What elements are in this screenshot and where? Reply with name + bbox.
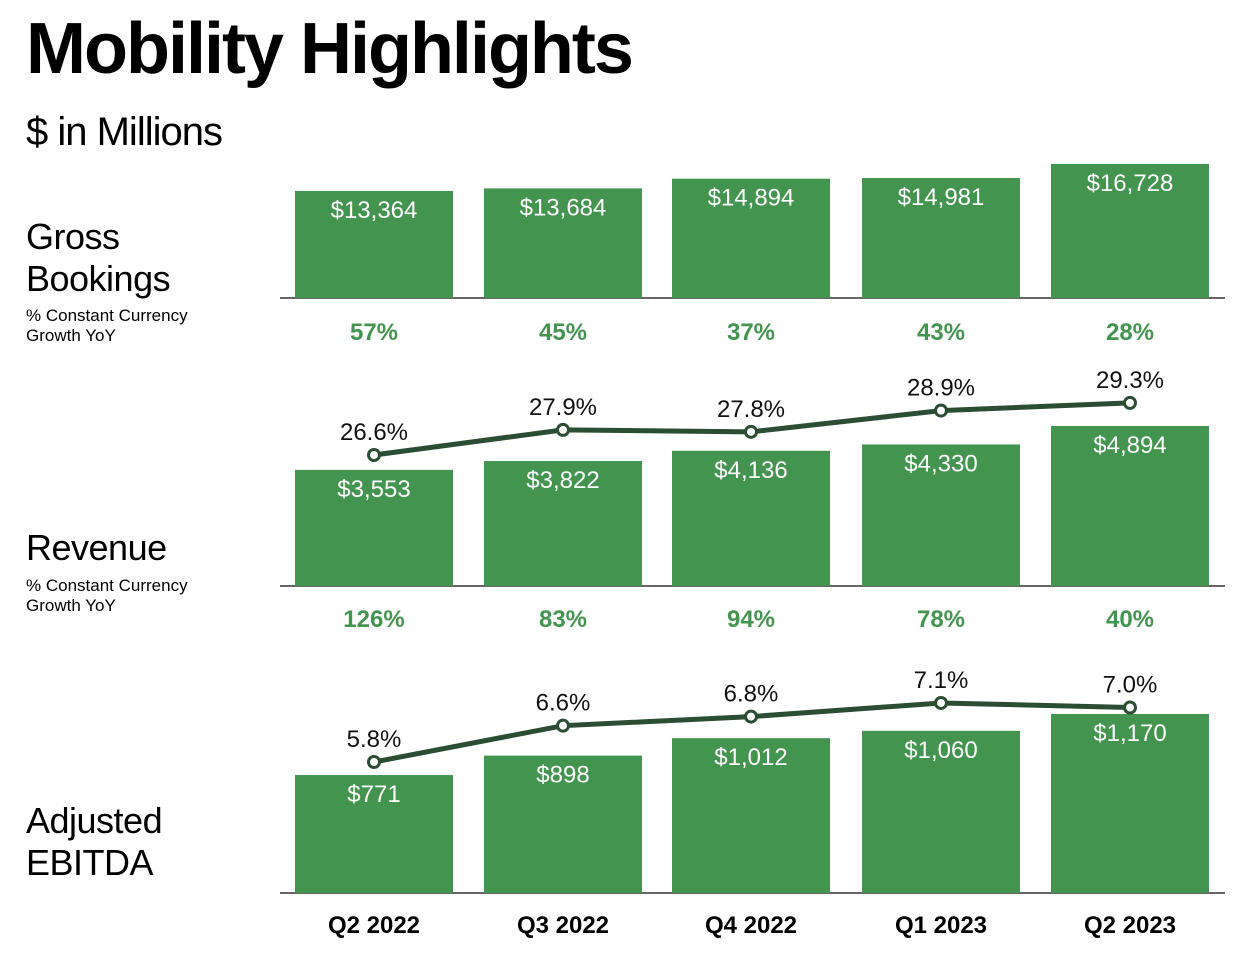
adjusted-ebitda-label: Adjusted EBITDA [26, 800, 163, 883]
bar [1051, 164, 1209, 298]
growth-label: 126% [343, 606, 404, 633]
margin-point [367, 448, 381, 462]
margin-label: 5.8% [347, 726, 402, 753]
margin-point [556, 718, 570, 733]
bar-value-label: $1,060 [904, 737, 977, 764]
gross-bookings-label: Gross Bookings [26, 216, 171, 299]
margin-label: 26.6% [340, 419, 408, 446]
bar-value-label: $4,136 [714, 457, 787, 484]
bar [295, 469, 453, 586]
margin-point [934, 695, 948, 710]
bar-value-label: $16,728 [1087, 170, 1174, 197]
growth-label: 28% [1106, 319, 1154, 346]
margin-label: 7.0% [1103, 672, 1158, 699]
bar-value-label: $771 [347, 781, 400, 808]
bar [1051, 426, 1209, 586]
margin-point [744, 709, 758, 724]
bar-value-label: $3,553 [337, 476, 410, 503]
bar-value-label: $1,012 [714, 744, 787, 771]
margin-label: 28.9% [907, 375, 975, 402]
page-title: Mobility Highlights [26, 9, 634, 89]
bar [862, 730, 1020, 893]
bar [672, 178, 830, 298]
bar-value-label: $13,364 [331, 197, 418, 224]
bar [862, 444, 1020, 586]
bar [862, 177, 1020, 298]
page-subtitle: $ in Millions [26, 110, 223, 154]
bar [484, 461, 642, 586]
revenue-sublabel: % Constant Currency Growth YoY [26, 576, 188, 615]
bar-value-label: $14,981 [898, 184, 985, 211]
growth-label: 57% [350, 319, 398, 346]
margin-label: 6.8% [724, 681, 779, 708]
margin-point [1123, 700, 1137, 715]
growth-label: 37% [727, 319, 775, 346]
margin-label: 29.3% [1096, 367, 1164, 394]
bar-value-label: $1,170 [1093, 720, 1166, 747]
bar [484, 188, 642, 298]
bar-value-label: $3,822 [526, 467, 599, 494]
x-tick-label: Q2 2023 [1084, 912, 1176, 939]
margin-point [934, 403, 948, 418]
x-tick-label: Q2 2022 [328, 912, 420, 939]
x-tick-label: Q3 2022 [517, 912, 609, 939]
growth-label: 94% [727, 606, 775, 633]
x-tick-label: Q1 2023 [895, 912, 987, 939]
bar [484, 755, 642, 893]
growth-label: 45% [539, 319, 587, 346]
bar [295, 190, 453, 298]
growth-label: 40% [1106, 606, 1154, 633]
margin-point [556, 422, 570, 437]
growth-label: 78% [917, 606, 965, 633]
gross-bookings-sublabel: % Constant Currency Growth YoY [26, 306, 188, 345]
x-tick-label: Q4 2022 [705, 912, 797, 939]
bar-value-label: $14,894 [708, 185, 795, 212]
margin-label: 27.8% [717, 396, 785, 423]
bar-value-label: $4,330 [904, 450, 977, 477]
growth-label: 43% [917, 319, 965, 346]
margin-label: 6.6% [536, 690, 591, 717]
margin-point [1123, 395, 1137, 410]
growth-label: 83% [539, 606, 587, 633]
bar [1051, 714, 1209, 893]
bar-value-label: $13,684 [520, 194, 607, 221]
bar [672, 738, 830, 893]
margin-point [744, 424, 758, 439]
bar-value-label: $898 [536, 762, 589, 789]
bar [672, 450, 830, 586]
margin-label: 27.9% [529, 394, 597, 421]
bar [295, 775, 453, 893]
revenue-label: Revenue [26, 527, 167, 568]
bar-value-label: $4,894 [1093, 432, 1166, 459]
margin-point [367, 755, 381, 769]
margin-label: 7.1% [914, 667, 969, 694]
